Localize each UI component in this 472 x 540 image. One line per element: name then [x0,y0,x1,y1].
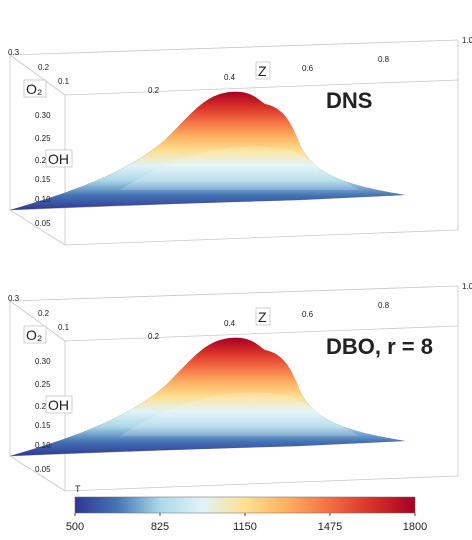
oh-tick-label: 0.05 [35,465,51,474]
axis-label-box [255,61,271,80]
oh-tick-label: 0.20 [35,402,51,411]
oh-tick-label: 0.10 [35,195,51,204]
colorbar-tick-label: 1800 [403,521,427,533]
z-tick-label: 0.6 [302,310,314,319]
axis-label: O₂ [26,81,42,97]
axis-label: O₂ [26,327,42,343]
z-tick-label: 1.0 [462,282,472,291]
oh-tick-label: 0.25 [35,380,51,389]
surface-plot: 0.3 0.2 0.1 0.2 0.4 0.6 0.8 1.0 0.30 0.25 0.20 0.15… [8,282,472,492]
axis-box-edge [64,229,459,246]
z-tick-label: 0.4 [224,73,236,82]
axis-label: OH [48,151,69,167]
o2-tick-label: 0.2 [38,309,50,318]
z-tick-label: 0.8 [378,301,390,310]
oh-tick-label: 0.15 [35,421,51,430]
o2-tick-label: 0.1 [58,323,70,332]
axis-label-box [23,325,47,344]
z-tick-label: 0.2 [148,86,160,95]
axis-box-edge [9,300,66,342]
axis-label-box [23,79,47,98]
o2-tick-label: 0.2 [38,63,50,72]
oh-tick-label: 0.20 [35,156,51,165]
oh-tick-label: 0.15 [35,175,51,184]
oh-tick-label: 0.05 [35,219,51,228]
axis-box-edge [9,285,459,302]
colorbar [74,496,416,514]
z-tick-label: 0.6 [302,64,314,73]
axis-box-edge [9,209,66,246]
axis-box-edge [9,54,66,96]
panel-title: DNS [326,88,372,113]
z-tick-label: 1.0 [462,36,472,45]
oh-tick-label: 0.30 [35,357,51,366]
colorbar-tick-label: 1150 [233,521,257,533]
axis-label: OH [48,397,69,413]
z-tick-label: 0.8 [378,55,390,64]
colorbar-tick-label: 825 [151,521,169,533]
surface-plot: 0.3 0.2 0.1 0.2 0.4 0.6 0.8 1.0 0.30 0.25 0.20 0.15… [8,36,472,246]
surface-shade [120,146,360,190]
axis-box-edge [9,455,66,492]
z-tick-label: 0.2 [148,332,160,341]
surface-shade [120,392,360,436]
axis-label: Z [258,63,267,79]
axis-box-edge [9,39,459,56]
o2-tick-label: 0.3 [8,294,20,303]
oh-tick-label: 0.10 [35,441,51,450]
axis-box-edge [64,475,459,492]
axis-label: Z [258,309,267,325]
z-tick-label: 0.4 [224,319,236,328]
colorbar-label: T [75,484,81,494]
oh-tick-label: 0.30 [35,111,51,120]
colorbar-tick-label: 1475 [318,521,342,533]
axis-label-box [255,307,271,326]
axis-box-edge [64,325,459,342]
axis-box-edge [64,79,459,96]
oh-tick-label: 0.25 [35,134,51,143]
axis-label-box [45,395,73,414]
panel-title: DBO, r = 8 [326,334,433,359]
colorbar-tick-label: 500 [66,521,84,533]
o2-tick-label: 0.1 [58,77,70,86]
axis-label-box [45,149,73,168]
o2-tick-label: 0.3 [8,48,20,57]
